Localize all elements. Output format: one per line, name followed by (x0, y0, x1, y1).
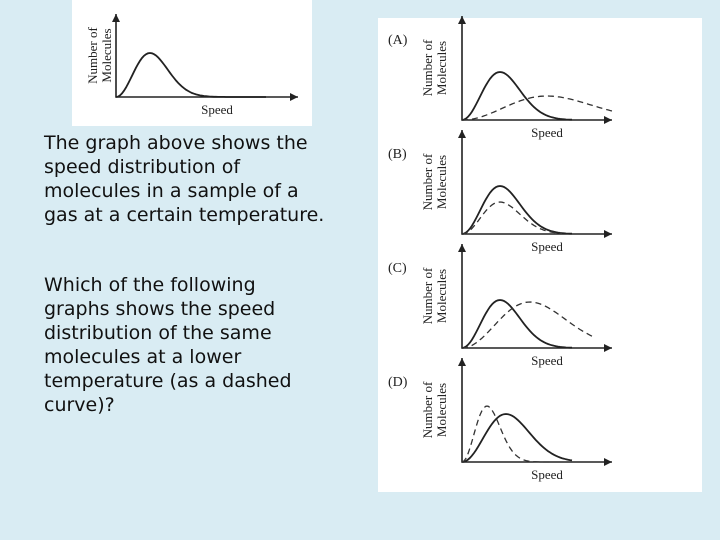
curve (461, 413, 573, 463)
dashed-curve (462, 95, 613, 121)
arrow (604, 116, 612, 124)
curve (461, 71, 572, 121)
arrow (458, 358, 466, 366)
y-axis-label: Number of (420, 381, 435, 438)
question-text: graphs shows the speed (44, 298, 275, 320)
arrow (290, 93, 298, 101)
arrow (604, 458, 612, 466)
y-axis-label: Molecules (99, 28, 114, 82)
arrow (604, 230, 612, 238)
intro-graph-panel (72, 0, 312, 126)
x-axis-label: Speed (531, 125, 563, 140)
curve (115, 52, 266, 98)
y-axis-label: Number of (420, 153, 435, 210)
y-axis-label: Number of (420, 267, 435, 324)
y-axis-label: Molecules (434, 383, 449, 437)
dashed-curve (461, 201, 563, 235)
option-label: (C) (388, 261, 407, 276)
question-text: The graph above shows the (43, 132, 308, 154)
x-axis-label: Speed (531, 353, 563, 368)
question-text: molecules in a sample of a (44, 180, 299, 202)
question-text: distribution of the same (44, 322, 272, 344)
y-axis-label: Number of (420, 39, 435, 96)
question-text: temperature (as a dashed (44, 370, 292, 392)
option-label: (B) (388, 147, 407, 162)
question-text: Which of the following (44, 274, 256, 296)
option-label: (A) (388, 33, 408, 48)
question-text: curve)? (44, 394, 115, 416)
curve (461, 299, 572, 349)
x-axis-label: Speed (201, 102, 233, 117)
curve (461, 185, 572, 235)
y-axis-label: Molecules (434, 41, 449, 95)
arrow (112, 14, 120, 22)
y-axis-label: Number of (85, 26, 100, 83)
arrow (458, 16, 466, 24)
option-label: (D) (388, 375, 408, 390)
y-axis-label: Molecules (434, 269, 449, 323)
x-axis-label: Speed (531, 239, 563, 254)
y-axis-label: Molecules (434, 155, 449, 209)
options-panel (378, 18, 702, 492)
dashed-curve (461, 301, 593, 349)
question-text: molecules at a lower (44, 346, 241, 368)
question-text: speed distribution of (44, 156, 241, 178)
arrow (458, 130, 466, 138)
arrow (458, 244, 466, 252)
question-text: gas at a certain temperature. (44, 204, 324, 226)
dashed-curve (461, 405, 552, 463)
x-axis-label: Speed (531, 467, 563, 482)
arrow (604, 344, 612, 352)
